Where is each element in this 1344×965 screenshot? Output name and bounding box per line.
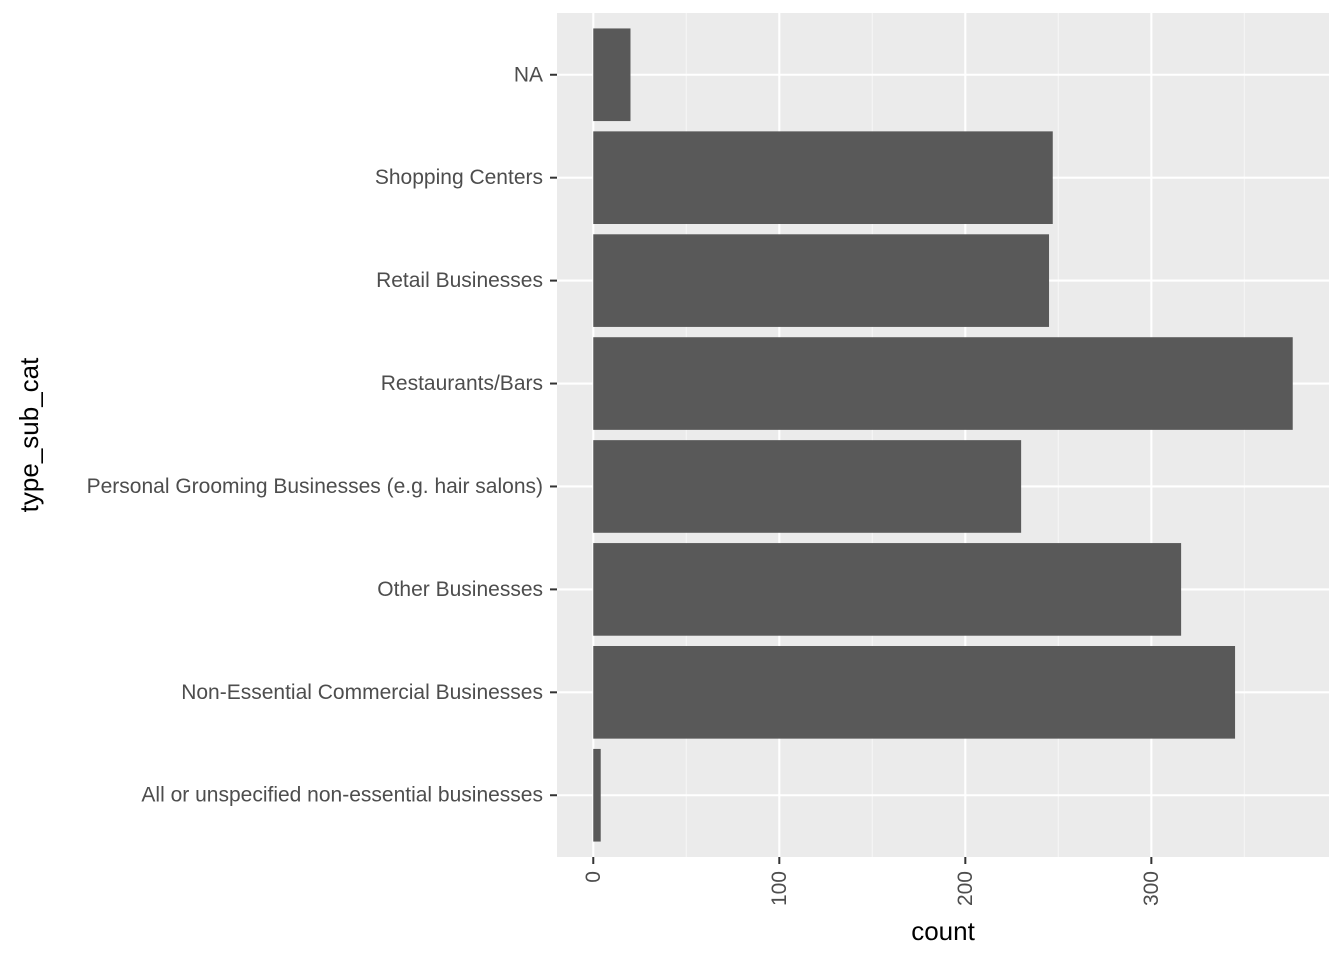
- bar: [593, 234, 1050, 327]
- x-tick-label: 300: [1140, 871, 1163, 906]
- x-axis-title: count: [911, 916, 975, 946]
- y-tick-label: NA: [514, 63, 543, 86]
- y-tick-label: Non-Essential Commercial Businesses: [181, 681, 543, 704]
- bar: [593, 748, 601, 842]
- y-tick-label: Retail Businesses: [376, 269, 543, 292]
- y-tick-label: Shopping Centers: [375, 166, 543, 189]
- y-tick-label: Other Businesses: [377, 578, 543, 601]
- x-tick-label: 200: [954, 871, 977, 906]
- y-axis-title: type_sub_cat: [14, 357, 44, 512]
- y-axis: All or unspecified non-essential busines…: [87, 63, 557, 807]
- y-tick-label: Restaurants/Bars: [381, 372, 543, 395]
- bar: [593, 440, 1022, 533]
- x-axis: 0 100 200 300: [582, 857, 1163, 906]
- bar: [593, 131, 1053, 224]
- bar: [593, 337, 1293, 430]
- x-tick-label: 100: [768, 871, 791, 906]
- bars: [593, 28, 1293, 842]
- bar: [593, 28, 631, 122]
- bar: [593, 543, 1182, 636]
- y-tick-label: All or unspecified non-essential busines…: [141, 784, 543, 807]
- y-tick-label: Personal Grooming Businesses (e.g. hair …: [87, 475, 543, 498]
- bar: [593, 646, 1236, 739]
- x-tick-label: 0: [582, 871, 605, 883]
